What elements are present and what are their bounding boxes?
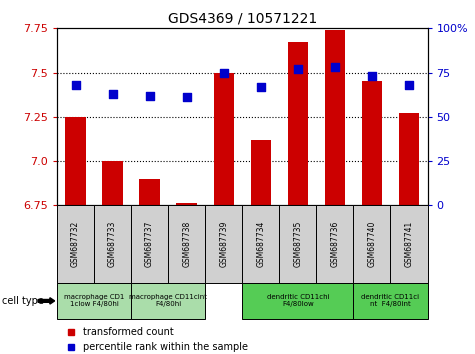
- Bar: [103, 161, 123, 205]
- Text: dendritic CD11chi
F4/80low: dendritic CD11chi F4/80low: [266, 295, 329, 307]
- Bar: [279, 205, 316, 283]
- Point: [331, 64, 339, 70]
- Bar: [131, 205, 168, 283]
- Text: GSM687737: GSM687737: [145, 221, 154, 268]
- Bar: [353, 283, 428, 319]
- Text: GSM687734: GSM687734: [256, 221, 265, 268]
- Bar: [94, 205, 131, 283]
- Bar: [251, 140, 271, 205]
- Legend: transformed count, percentile rank within the sample: transformed count, percentile rank withi…: [62, 324, 252, 354]
- Bar: [131, 283, 205, 319]
- Text: GSM687736: GSM687736: [331, 221, 339, 268]
- Text: macrophage CD11cint
F4/80hi: macrophage CD11cint F4/80hi: [129, 295, 207, 307]
- Point: [294, 66, 302, 72]
- Bar: [362, 81, 382, 205]
- Bar: [168, 205, 205, 283]
- Text: GSM687735: GSM687735: [294, 221, 302, 268]
- Text: GSM687739: GSM687739: [219, 221, 228, 268]
- Text: macrophage CD1
1clow F4/80hi: macrophage CD1 1clow F4/80hi: [64, 295, 124, 307]
- Text: GSM687741: GSM687741: [405, 221, 413, 267]
- Bar: [140, 179, 160, 205]
- Bar: [57, 205, 94, 283]
- Bar: [57, 283, 131, 319]
- Bar: [177, 202, 197, 205]
- Point: [146, 93, 153, 98]
- Text: GSM687738: GSM687738: [182, 221, 191, 267]
- Point: [368, 73, 376, 79]
- Point: [220, 70, 228, 75]
- Title: GDS4369 / 10571221: GDS4369 / 10571221: [168, 12, 317, 26]
- Bar: [242, 205, 279, 283]
- Text: dendritic CD11ci
nt  F4/80int: dendritic CD11ci nt F4/80int: [361, 295, 419, 307]
- Text: GSM687732: GSM687732: [71, 221, 80, 267]
- Point: [257, 84, 265, 90]
- Bar: [242, 283, 353, 319]
- Text: GSM687740: GSM687740: [368, 221, 376, 268]
- Text: GSM687733: GSM687733: [108, 221, 117, 268]
- Text: cell type: cell type: [2, 296, 44, 306]
- Point: [72, 82, 79, 88]
- Bar: [66, 117, 86, 205]
- Point: [405, 82, 413, 88]
- Bar: [288, 42, 308, 205]
- Point: [183, 95, 190, 100]
- Bar: [390, 205, 428, 283]
- Point: [109, 91, 116, 97]
- Bar: [316, 205, 353, 283]
- Bar: [353, 205, 390, 283]
- Bar: [399, 113, 419, 205]
- Bar: [205, 205, 242, 283]
- Bar: [325, 30, 345, 205]
- Bar: [214, 73, 234, 205]
